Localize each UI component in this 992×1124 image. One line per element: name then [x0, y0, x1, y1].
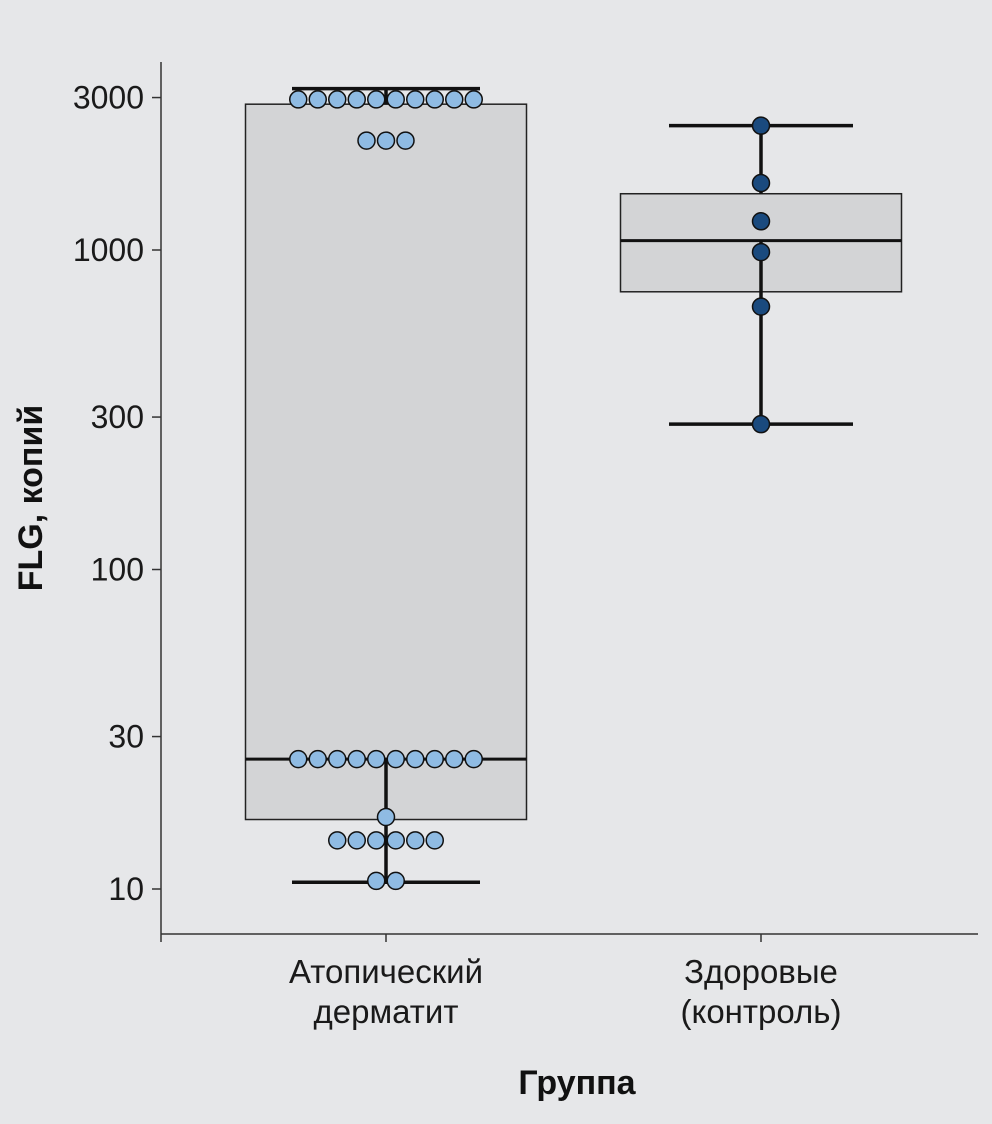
data-point-0-11 — [376, 131, 396, 150]
data-point-0-9 — [464, 90, 483, 109]
category-label-0-line-0: Атопический — [289, 953, 483, 990]
data-point-0-7 — [425, 90, 444, 109]
data-point-0-23 — [376, 807, 396, 827]
boxes — [244, 86, 903, 891]
data-point-0-4 — [367, 90, 386, 109]
y-tick-label-300: 300 — [91, 399, 144, 435]
data-point-0-14 — [308, 749, 327, 769]
data-point-0-13 — [289, 749, 308, 769]
data-point-0-30 — [367, 871, 386, 891]
data-point-0-0 — [289, 90, 308, 109]
data-point-0-20 — [425, 749, 444, 769]
data-point-0-17 — [367, 749, 386, 769]
data-point-0-5 — [386, 90, 405, 109]
data-point-0-24 — [328, 831, 347, 850]
data-point-0-28 — [406, 831, 425, 850]
box-group-1 — [619, 116, 903, 434]
data-point-1-1 — [751, 173, 771, 193]
data-point-0-22 — [464, 749, 483, 769]
box-iqr-0 — [244, 103, 528, 821]
data-point-0-3 — [347, 90, 366, 109]
data-point-0-21 — [445, 749, 464, 769]
data-point-1-3 — [751, 242, 771, 262]
data-point-1-4 — [751, 297, 771, 316]
y-ticks: 10 30 100 300 1000 3000 — [73, 80, 161, 907]
data-point-0-26 — [367, 831, 386, 850]
category-label-0-line-1: дерматит — [314, 993, 459, 1030]
axes — [160, 62, 978, 935]
data-point-0-15 — [328, 749, 347, 769]
y-axis-title: FLG, копий — [12, 405, 50, 592]
data-point-0-29 — [425, 831, 444, 850]
data-point-0-27 — [386, 831, 405, 850]
data-point-0-6 — [406, 90, 425, 109]
y-tick-label-100: 100 — [91, 552, 144, 588]
y-tick-label-3000: 3000 — [73, 80, 144, 116]
x-axis-title: Группа — [518, 1064, 636, 1102]
data-point-1-0 — [751, 116, 771, 135]
category-label-1-line-0: Здоровые — [684, 953, 838, 990]
data-point-0-1 — [308, 90, 327, 109]
y-tick-label-1000: 1000 — [73, 232, 144, 268]
data-point-0-16 — [347, 749, 366, 769]
data-point-1-5 — [751, 414, 771, 434]
category-label-1-line-1: (контроль) — [681, 993, 842, 1030]
data-point-0-31 — [386, 871, 405, 891]
y-tick-label-30: 30 — [108, 719, 144, 755]
y-tick-label-10: 10 — [108, 871, 144, 907]
data-point-0-8 — [445, 90, 464, 109]
data-point-1-2 — [751, 212, 771, 231]
data-point-0-18 — [386, 749, 405, 769]
box-group-0 — [244, 86, 528, 891]
data-point-0-2 — [328, 90, 347, 109]
data-point-0-12 — [396, 131, 415, 150]
data-point-0-19 — [406, 749, 425, 769]
data-point-0-10 — [357, 131, 376, 150]
data-point-0-25 — [347, 831, 366, 850]
